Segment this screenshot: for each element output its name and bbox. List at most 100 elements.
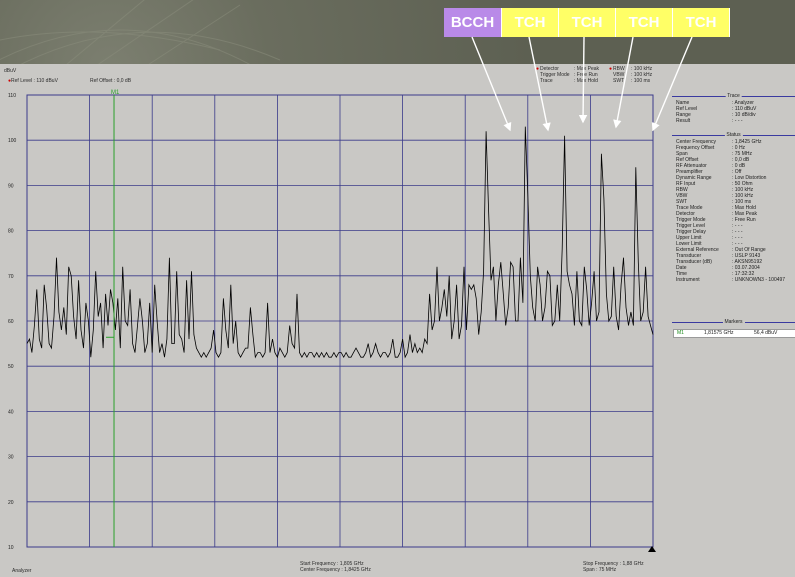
status-row-key: Span bbox=[676, 151, 688, 157]
trace-row-key: Ref Level bbox=[676, 106, 698, 112]
channel-tag-tch-2: TCH bbox=[559, 8, 616, 37]
trace-row-value: : 10 dB/div bbox=[732, 112, 756, 118]
status-row-value: : Out Of Range bbox=[732, 247, 766, 253]
y-axis-ticks: 110 100 90 80 70 60 50 40 30 20 10 bbox=[8, 93, 17, 551]
status-row-value: : Free Run bbox=[732, 217, 756, 223]
background-pattern bbox=[0, 0, 281, 70]
trace-section-title: Trace bbox=[725, 93, 742, 99]
setting-label: Trace bbox=[540, 78, 553, 84]
status-row-key: Transducer (dB) bbox=[676, 259, 712, 265]
status-dot: ● bbox=[609, 66, 613, 72]
status-row-key: SWT bbox=[676, 199, 688, 205]
setting-label: VBW bbox=[613, 72, 625, 78]
footer-span: Span : 75 MHz bbox=[583, 567, 617, 573]
channel-tag-bar: BCCH TCH TCH TCH TCH bbox=[444, 8, 730, 37]
callout-arrow bbox=[651, 36, 693, 132]
status-row-value: : 0 dB bbox=[732, 163, 746, 169]
setting-value: : Max Peak bbox=[574, 66, 600, 72]
status-row-value: : 17:32:32 bbox=[732, 271, 755, 277]
status-row-value: : Off bbox=[732, 169, 742, 175]
footer-start-frequency: Start Frequency : 1,805 GHz bbox=[300, 561, 364, 567]
status-row-value: : 1,8425 GHz bbox=[732, 139, 762, 145]
marker-label: M1 bbox=[111, 90, 120, 96]
y-tick-label: 30 bbox=[8, 455, 14, 461]
callout-arrow bbox=[528, 36, 551, 132]
channel-tag-bcch: BCCH bbox=[444, 8, 502, 37]
status-row-key: RBW bbox=[676, 187, 688, 193]
status-row-value: : Max Hold bbox=[732, 205, 756, 211]
marker-row-name: M1 bbox=[677, 330, 684, 336]
y-tick-label: 20 bbox=[8, 500, 14, 506]
setting-label: Detector bbox=[540, 66, 559, 72]
setting-value: : 100 kHz bbox=[631, 66, 653, 72]
setting-row: Trace: Max Hold bbox=[536, 79, 598, 84]
setting-label: Trigger Mode bbox=[540, 72, 570, 78]
status-row-value: : USLP 9143 bbox=[732, 253, 761, 259]
unit-label: dBuV bbox=[4, 68, 17, 74]
callout-arrow bbox=[471, 36, 512, 132]
marker-row-freq: 1,81575 GHz bbox=[704, 330, 734, 336]
trace-row-key: Name bbox=[676, 100, 690, 106]
ref-level-dot: ● bbox=[8, 78, 12, 84]
status-row-value: : 03.07.2004 bbox=[732, 265, 760, 271]
setting-row: ●Detector : Max Peak bbox=[536, 67, 599, 72]
status-row-value: : - - - bbox=[732, 223, 743, 229]
status-row-key: Lower Limit bbox=[676, 241, 702, 247]
setting-row: VBW: 100 kHz bbox=[609, 73, 652, 78]
status-row-key: Ref Offset bbox=[676, 157, 699, 163]
status-row-key: External Reference bbox=[676, 247, 719, 253]
setting-value: : Free Run bbox=[574, 72, 598, 78]
status-row-key: Trigger Level bbox=[676, 223, 705, 229]
trace-row-value: : - - - bbox=[732, 118, 743, 124]
status-row-key: Transducer bbox=[676, 253, 702, 259]
marker-list-row-m1[interactable]: M1 1,81575 GHz 56,4 dBuV bbox=[673, 329, 795, 338]
callout-arrows bbox=[471, 36, 693, 132]
status-row-value: : 100 kHz bbox=[732, 193, 754, 199]
status-row-key: Dynamic Range bbox=[676, 175, 712, 181]
info-panel: Trace Name: Analyzer Ref Level: 110 dBuV R… bbox=[672, 93, 795, 348]
ref-offset-label: Ref Offset : 0,0 dB bbox=[90, 78, 132, 84]
markers-section-title: Markers bbox=[722, 319, 745, 325]
status-row-key: Trigger Mode bbox=[676, 217, 706, 223]
status-row-key: Instrument bbox=[676, 277, 700, 283]
status-row-value: : - - - bbox=[732, 229, 743, 235]
status-row-value: : UNKNOWN3 - 100497 bbox=[732, 277, 786, 283]
channel-tag-tch-3: TCH bbox=[616, 8, 673, 37]
status-row-key: Upper Limit bbox=[676, 235, 702, 241]
status-row-key: Date bbox=[676, 265, 687, 271]
y-tick-label: 50 bbox=[8, 364, 14, 370]
status-section-title: Status bbox=[724, 132, 743, 138]
marker-row-level: 56,4 dBuV bbox=[754, 330, 778, 336]
status-row-value: : 100 ms bbox=[732, 199, 752, 205]
trace-row-key: Result bbox=[676, 118, 691, 124]
callout-arrow bbox=[578, 36, 588, 124]
marker-m1: M1 bbox=[106, 90, 120, 547]
status-row-value: : Max Peak bbox=[732, 211, 758, 217]
status-row-value: : - - - bbox=[732, 235, 743, 241]
spectrum-trace bbox=[26, 126, 654, 359]
status-row-key: Center Frequency bbox=[676, 139, 717, 145]
y-tick-label: 60 bbox=[8, 319, 14, 325]
footer-center-frequency: Center Frequency : 1,8425 GHz bbox=[300, 567, 371, 573]
trace-row-key: Range bbox=[676, 112, 691, 118]
status-row-value: : 0 Hz bbox=[732, 145, 746, 151]
status-row-key: Frequency Offset bbox=[676, 145, 715, 151]
status-row-key: VBW bbox=[676, 193, 688, 199]
setting-label: RBW bbox=[613, 66, 625, 72]
status-dot: ● bbox=[536, 66, 540, 72]
status-row-key: Trace Mode bbox=[676, 205, 703, 211]
status-row-value: : 100 kHz bbox=[732, 187, 754, 193]
status-row-key: Detector bbox=[676, 211, 695, 217]
footer-stop-frequency: Stop Frequency : 1,88 GHz bbox=[583, 561, 644, 567]
y-tick-label: 40 bbox=[8, 409, 14, 415]
status-row-value: : Low Distortion bbox=[732, 175, 767, 181]
footer-app-label: Analyzer bbox=[12, 568, 32, 574]
status-row-key: Trigger Delay bbox=[676, 229, 706, 235]
channel-tag-tch-4: TCH bbox=[673, 8, 730, 37]
status-row-value: : 75 MHz bbox=[732, 151, 753, 157]
setting-row: ●RBW : 100 kHz bbox=[609, 67, 652, 72]
ref-level-label: ●Ref Level : 110 dBuV bbox=[8, 78, 58, 84]
y-tick-label: 80 bbox=[8, 229, 14, 235]
y-tick-label: 90 bbox=[8, 183, 14, 189]
